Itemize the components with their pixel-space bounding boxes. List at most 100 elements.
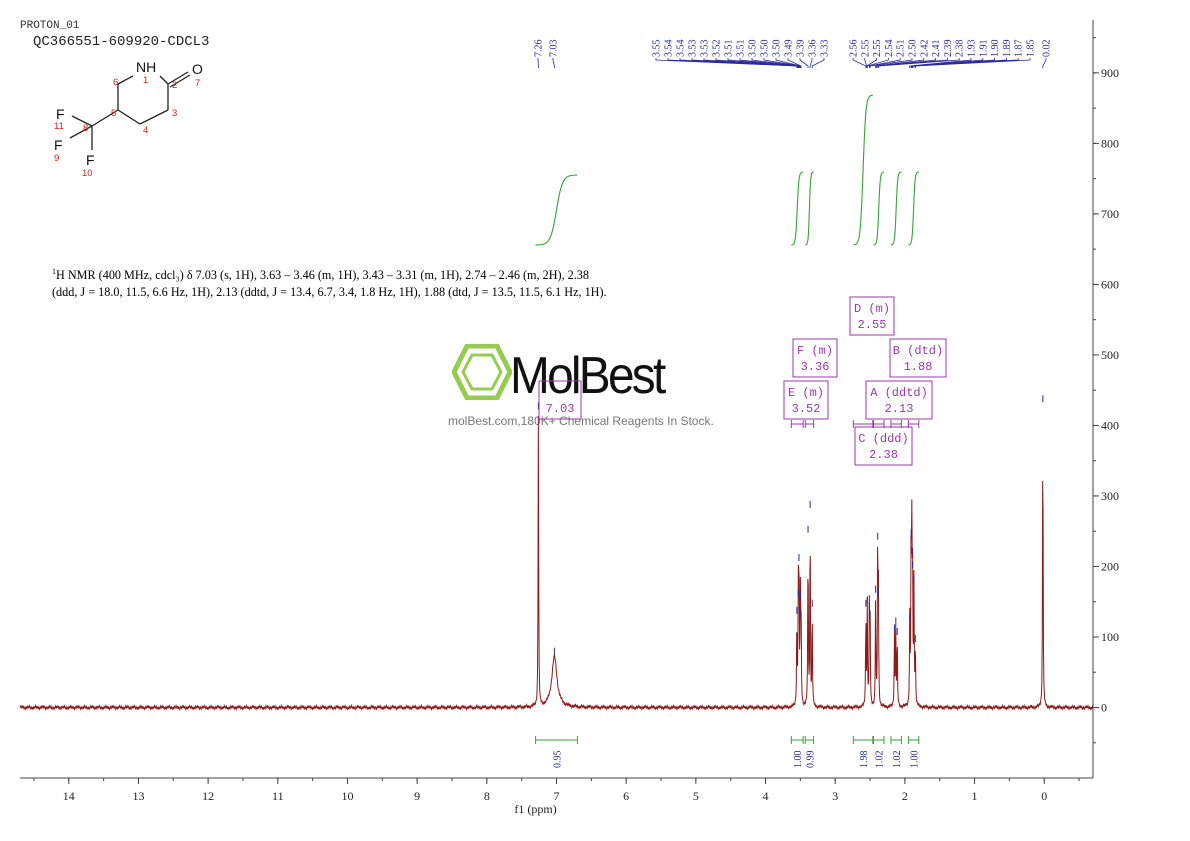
- multiplet-label: E (m): [788, 386, 824, 400]
- peak-label-leader: [868, 58, 901, 68]
- atom-number-8: 8: [83, 123, 88, 134]
- integral-curve: [890, 171, 902, 246]
- peak-label: 1.85: [1026, 40, 1037, 58]
- peak-label-leader: [775, 58, 801, 68]
- peak-label: 3.54: [676, 40, 687, 58]
- peak-label-leader: [552, 58, 555, 68]
- integral-value: 1.00: [910, 751, 921, 769]
- peak-label: 7.03: [549, 40, 560, 58]
- nmr-description: 1H NMR (400 MHz, cdcl₃) δ 7.03 (s, 1H), …: [52, 263, 612, 301]
- peak-label-leader: [799, 58, 809, 68]
- x-tick-label: 5: [693, 789, 699, 803]
- peak-label: 3.53: [700, 40, 711, 58]
- integral-value: 1.02: [875, 751, 886, 769]
- peak-label: 3.36: [808, 40, 819, 58]
- x-tick-label: 14: [63, 789, 75, 803]
- peak-label: 3.50: [760, 40, 771, 58]
- multiplet-label: C (ddd): [858, 432, 908, 446]
- peak-label-leader: [909, 58, 972, 68]
- nucleus-superscript: 1: [52, 267, 56, 276]
- watermark-subtitle: molBest.com,180K+ Chemical Reagents In S…: [448, 414, 714, 428]
- atom-f-10: F: [86, 152, 95, 168]
- peak-label: 3.53: [688, 40, 699, 58]
- y-tick-label: 400: [1101, 418, 1119, 432]
- atom-number-1: 1: [143, 75, 148, 86]
- x-tick-label: 3: [832, 789, 838, 803]
- integral-value: 1.98: [859, 751, 870, 769]
- x-tick-label: 8: [484, 789, 490, 803]
- x-tick-label: 12: [202, 789, 214, 803]
- atom-f-11: F: [56, 106, 65, 122]
- multiplet-box: [538, 380, 582, 420]
- x-tick-label: 13: [132, 789, 144, 803]
- multiplet-label: A (ddtd): [870, 386, 928, 400]
- integral-curve: [791, 171, 804, 246]
- integral-value: 0.99: [805, 751, 816, 769]
- peak-label-leader: [875, 58, 936, 68]
- peak-label-leader: [875, 58, 925, 68]
- multiplet-shift: 3.36: [801, 360, 830, 374]
- peak-label: 2.55: [860, 40, 871, 58]
- multiplet-label: F (m): [797, 344, 833, 358]
- atom-number-6: 6: [113, 77, 118, 88]
- peak-label: 3.54: [664, 40, 675, 58]
- multiplet-box: [849, 296, 895, 336]
- integral-curve: [908, 171, 919, 246]
- y-tick-label: 500: [1101, 348, 1119, 362]
- peak-label-leader: [715, 58, 800, 68]
- integral-curve: [873, 171, 885, 246]
- peak-label-leader: [809, 58, 813, 68]
- x-tick-label: 9: [414, 789, 420, 803]
- x-tick-label: 11: [272, 789, 284, 803]
- atom-number-11: 11: [54, 121, 64, 132]
- atom-f-9: F: [54, 137, 63, 153]
- peak-label: 2.50: [908, 40, 919, 58]
- peak-label: 2.38: [955, 40, 966, 58]
- peak-label-leader: [914, 58, 1031, 68]
- peak-label: 1.93: [967, 40, 978, 58]
- multiplet-shift: 2.38: [869, 448, 898, 462]
- integral-value: 1.00: [793, 751, 804, 769]
- peak-label-leader: [811, 58, 825, 68]
- multiplet-shift: 1.88: [904, 360, 933, 374]
- peak-label: 2.51: [896, 40, 907, 58]
- multiplet-box: [792, 338, 838, 378]
- sample-name: QC366551-609920-CDCL3: [33, 34, 210, 50]
- peak-label: 2.42: [919, 40, 930, 58]
- peak-label-leader: [866, 58, 889, 68]
- peak-label: 2.55: [872, 40, 883, 58]
- y-tick-label: 300: [1101, 489, 1119, 503]
- atom-number-2: 2: [172, 80, 177, 91]
- peak-label: 2.41: [931, 40, 942, 58]
- multiplet-box: [783, 380, 829, 420]
- atom-number-5: 5: [111, 108, 116, 119]
- peak-label: 3.51: [736, 40, 747, 58]
- atom-nh: NH: [136, 59, 156, 75]
- x-tick-label: 1: [972, 789, 978, 803]
- y-tick-label: 600: [1101, 277, 1119, 291]
- peak-label: 3.52: [712, 40, 723, 58]
- multiplet-shift: 2.55: [858, 318, 887, 332]
- atom-number-4: 4: [143, 125, 148, 136]
- peak-label: 0.02: [1042, 40, 1053, 58]
- y-tick-label: 700: [1101, 207, 1119, 221]
- spectrum-line: [19, 416, 1094, 712]
- peak-label: 7.26: [534, 40, 545, 58]
- peak-label: 3.39: [796, 40, 807, 58]
- peak-label: 2.39: [943, 40, 954, 58]
- x-tick-label: 6: [623, 789, 629, 803]
- multiplet-shift: 7.03: [546, 402, 575, 416]
- y-tick-label: 100: [1101, 630, 1119, 644]
- peak-label: 3.49: [784, 40, 795, 58]
- peak-label-leader: [787, 58, 802, 68]
- peak-label: 3.51: [724, 40, 735, 58]
- peak-label-leader: [739, 58, 801, 68]
- peak-label: 1.90: [990, 40, 1001, 58]
- peak-label-leader: [878, 58, 960, 68]
- multiplet-shift: 3.52: [792, 402, 821, 416]
- y-tick-label: 800: [1101, 136, 1119, 150]
- x-tick-label: 4: [763, 789, 769, 803]
- multiplet-label: B (dtd): [893, 344, 943, 358]
- atom-number-9: 9: [54, 153, 59, 164]
- molecule-structure: NH O F F F 1 2 3 4 5 6 7 8 9 10 11: [54, 59, 203, 179]
